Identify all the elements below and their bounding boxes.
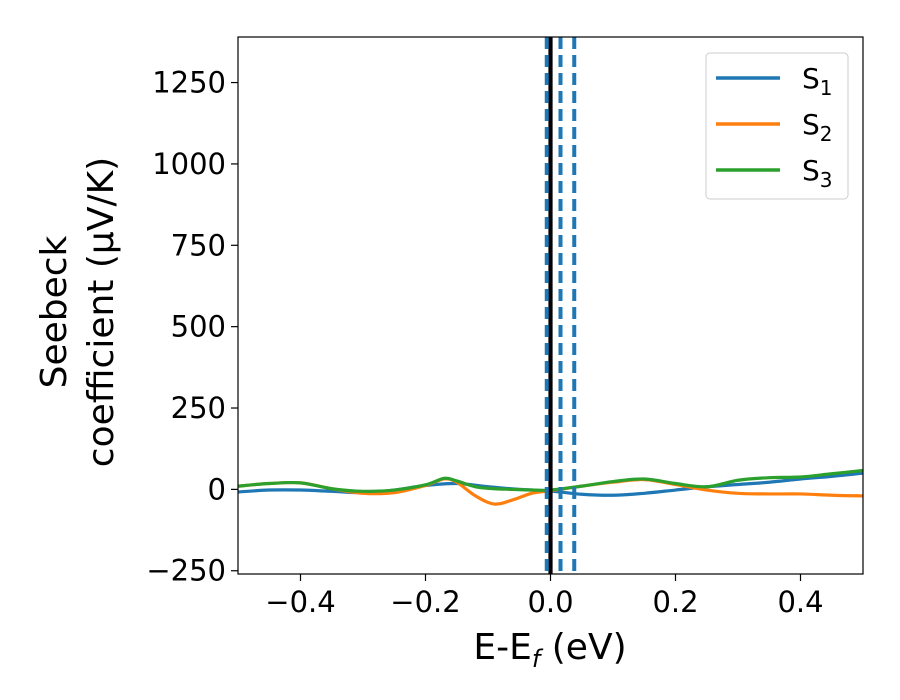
- legend-label-s3: S3: [802, 154, 833, 192]
- series-line-s3: [238, 468, 863, 493]
- y-axis-label: Seebeck coefficient (μV/K): [34, 157, 122, 467]
- legend-label-s1: S1: [802, 62, 833, 100]
- x-tick-label: 0.2: [652, 585, 698, 619]
- legend: S1 S2 S3: [705, 52, 849, 200]
- x-tick-label: 0.0: [527, 585, 573, 619]
- y-tick-label: 0: [208, 472, 226, 506]
- y-tick-label: −250: [146, 554, 226, 588]
- y-tick-label: 750: [171, 228, 226, 262]
- x-tick-label: −0.4: [265, 585, 335, 619]
- series-line-s2: [238, 477, 863, 506]
- y-tick-label: 500: [171, 310, 226, 344]
- x-tick-label: −0.2: [390, 585, 460, 619]
- x-tick-label: 0.4: [777, 585, 823, 619]
- y-tick-label: 250: [171, 391, 226, 425]
- y-axis: −250 0 250 500 750 1000 1250: [146, 66, 238, 588]
- y-axis-label-line1: Seebeck: [34, 235, 75, 388]
- y-tick-label: 1250: [152, 66, 226, 100]
- legend-frame: [705, 52, 849, 200]
- y-tick-label: 1000: [152, 147, 226, 181]
- legend-label-s2: S2: [802, 108, 833, 146]
- x-axis: −0.4 −0.2 0.0 0.2 0.4: [265, 574, 824, 619]
- x-axis-label: E-Ef (eV): [473, 627, 626, 673]
- y-axis-label-line2: coefficient (μV/K): [81, 157, 122, 467]
- vline-layer: [544, 37, 577, 574]
